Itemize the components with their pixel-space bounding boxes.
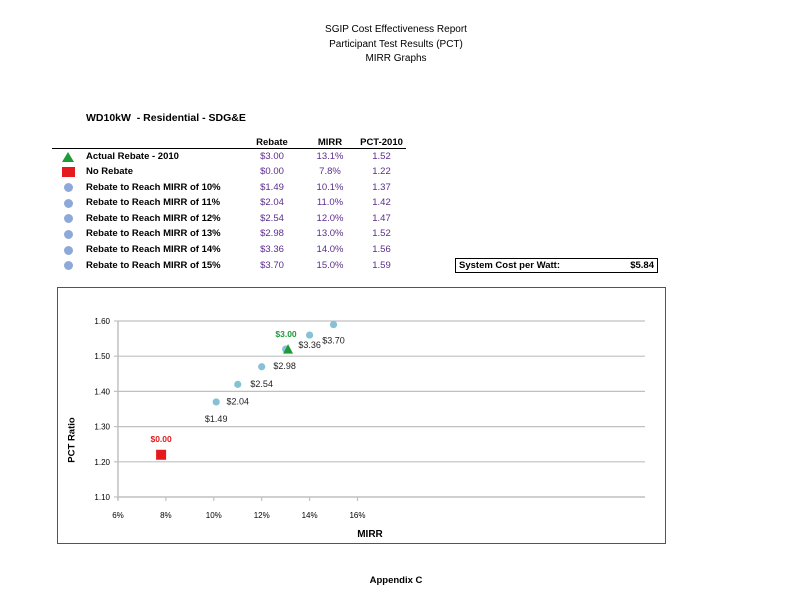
rebate-value: $3.36 [260, 244, 284, 256]
x-tick-label: 10% [206, 511, 222, 520]
reach-mirr-point [306, 331, 314, 339]
mirr-value: 10.1% [316, 181, 344, 193]
results-table: Rebate MIRR PCT-2010 Actual Rebate - 201… [52, 136, 406, 273]
x-axis-title: MIRR [357, 529, 383, 540]
y-tick-label: 1.40 [94, 387, 110, 396]
report-subtitle: Participant Test Results (PCT) [329, 38, 463, 50]
table-header-row: Rebate MIRR PCT-2010 [52, 136, 406, 149]
point-label: $3.00 [275, 329, 297, 339]
row-label: No Rebate [86, 166, 133, 178]
blue-circle-icon [64, 245, 73, 255]
reach-mirr-point [234, 380, 242, 388]
pct-value: 1.47 [372, 212, 391, 224]
x-tick-label: 12% [254, 511, 270, 520]
chart-frame [57, 287, 666, 544]
column-header-rebate: Rebate [241, 136, 303, 149]
row-label: Rebate to Reach MIRR of 14% [86, 244, 221, 256]
mirr-value: 12.0% [316, 212, 344, 224]
red-square-icon [62, 167, 75, 178]
blue-circle-icon [64, 229, 73, 239]
pct-value: 1.42 [372, 197, 391, 209]
pct-value: 1.56 [372, 244, 391, 256]
mirr-value: 14.0% [316, 244, 344, 256]
mirr-value: 11.0% [316, 197, 344, 209]
rebate-value: $3.70 [260, 259, 284, 271]
point-label: $0.00 [150, 434, 172, 444]
y-axis-title: PCT Ratio [66, 417, 78, 463]
system-cost-box: System Cost per Watt: $5.84 [455, 258, 658, 273]
table-row: Rebate to Reach MIRR of 10% $1.49 10.1% … [52, 180, 406, 196]
table-row: Rebate to Reach MIRR of 13% $2.98 13.0% … [52, 226, 406, 242]
table-row: No Rebate $0.00 7.8% 1.22 [52, 164, 406, 180]
rebate-value: $0.00 [260, 166, 284, 178]
green-triangle-icon [62, 151, 74, 162]
row-label: Actual Rebate - 2010 [86, 150, 179, 162]
y-tick-label: 1.50 [94, 352, 110, 361]
mirr-value: 7.8% [319, 166, 341, 178]
table-row: Rebate to Reach MIRR of 14% $3.36 14.0% … [52, 242, 406, 258]
y-tick-label: 1.20 [94, 458, 110, 467]
x-tick-label: 8% [160, 511, 172, 520]
blue-circle-icon [64, 183, 73, 193]
y-tick-label: 1.60 [94, 317, 110, 326]
point-label: $3.70 [322, 336, 345, 346]
pct-value: 1.59 [372, 259, 391, 271]
point-label: $2.54 [250, 379, 273, 389]
actual-rebate-point [283, 344, 294, 354]
row-label: Rebate to Reach MIRR of 12% [86, 212, 221, 224]
blue-circle-icon [64, 198, 73, 208]
axes [114, 320, 645, 501]
rebate-value: $2.98 [260, 228, 284, 240]
report-header: SGIP Cost Effectiveness Report Participa… [0, 23, 792, 67]
reach-mirr-point [212, 398, 220, 406]
report-title: SGIP Cost Effectiveness Report [325, 24, 467, 35]
mirr-value: 13.1% [316, 150, 344, 162]
pct-value: 1.52 [372, 228, 391, 240]
row-label: Rebate to Reach MIRR of 13% [86, 228, 221, 240]
system-cost-label: System Cost per Watt: [459, 260, 560, 271]
point-label: $2.98 [273, 361, 296, 371]
row-label: Rebate to Reach MIRR of 15% [86, 259, 221, 271]
reach-mirr-point [329, 320, 338, 329]
gridlines [118, 320, 645, 463]
table-row: Rebate to Reach MIRR of 12% $2.54 12.0% … [52, 211, 406, 227]
x-tick-label: 6% [112, 511, 124, 520]
y-tick-label: 1.10 [94, 493, 110, 502]
y-tick-labels: 1.10 1.20 1.30 1.40 1.50 1.60 [94, 317, 110, 502]
table-row: Rebate to Reach MIRR of 11% $2.04 11.0% … [52, 195, 406, 211]
report-section: MIRR Graphs [365, 53, 427, 64]
point-label: $1.49 [205, 414, 228, 424]
pct-value: 1.37 [372, 181, 391, 193]
data-points: $1.49 $2.04$2.54$2.98 $3.36 $3.70 $0.00 $3.00 [150, 320, 345, 460]
rebate-value: $3.00 [260, 150, 284, 162]
table-row: Actual Rebate - 2010 $3.00 13.1% 1.52 [52, 148, 406, 164]
point-label: $2.04 [226, 396, 249, 406]
x-tick-label: 16% [349, 511, 365, 520]
x-tick-label: 14% [302, 511, 318, 520]
footer: Appendix C [369, 575, 423, 586]
column-header-mirr: MIRR [303, 136, 357, 149]
no-rebate-point [156, 449, 167, 460]
blue-circle-icon [64, 214, 73, 224]
rebate-value: $2.54 [260, 212, 284, 224]
blue-circle-icon [64, 261, 73, 271]
column-header-pct: PCT-2010 [357, 136, 406, 149]
row-label: Rebate to Reach MIRR of 11% [86, 197, 221, 209]
pct-value: 1.22 [372, 166, 391, 178]
system-cost-value: $5.84 [630, 260, 654, 271]
pct-value: 1.52 [372, 150, 391, 162]
point-label: $3.36 [298, 340, 321, 350]
mirr-value: 15.0% [316, 259, 344, 271]
table-row: Rebate to Reach MIRR of 15% $3.70 15.0% … [52, 258, 406, 274]
x-tick-labels: 6% 8% 10% 12% 14% 16% [112, 511, 365, 520]
mirr-value: 13.0% [316, 228, 344, 240]
rebate-value: $1.49 [260, 181, 284, 193]
row-label: Rebate to Reach MIRR of 10% [86, 181, 221, 193]
y-tick-label: 1.30 [94, 423, 110, 432]
section-title: WD10kW - Residential - SDG&E [86, 112, 246, 124]
rebate-value: $2.04 [260, 197, 284, 209]
reach-mirr-point [258, 363, 266, 371]
